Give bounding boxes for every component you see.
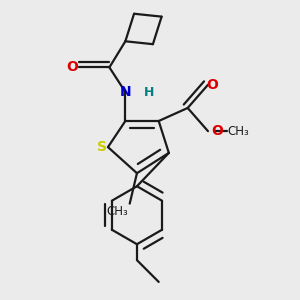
Text: S: S [97,140,106,154]
Text: O: O [66,60,78,74]
Text: CH₃: CH₃ [106,205,128,218]
Text: O: O [206,78,218,92]
Text: O: O [212,124,223,138]
Text: H: H [144,85,154,98]
Text: N: N [119,85,131,99]
Text: CH₃: CH₃ [228,125,249,138]
